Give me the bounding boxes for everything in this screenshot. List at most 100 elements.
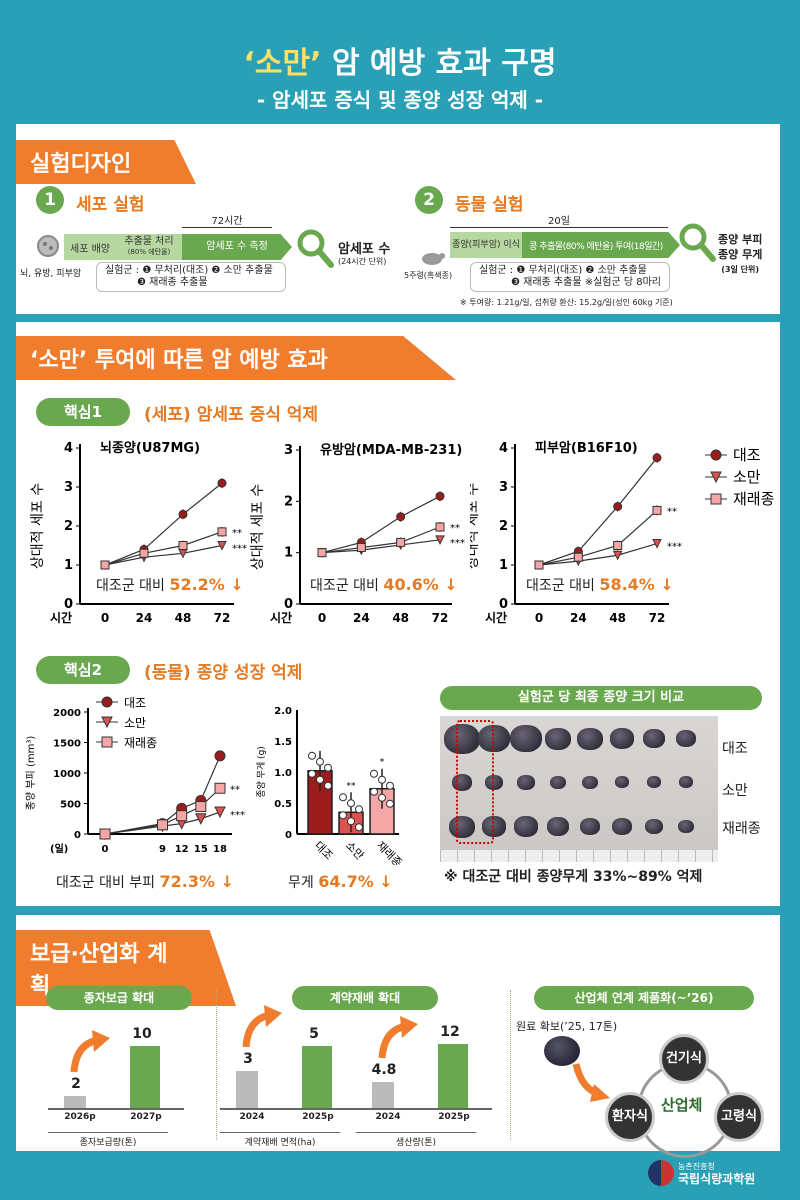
marker-native (534, 560, 544, 570)
x-tick-label: 48 (175, 611, 192, 625)
x-tick-label: 재래종 (374, 839, 405, 865)
divider (216, 990, 217, 1140)
y-axis-label: 상대적 세포 수 (250, 484, 266, 570)
mouse-icon (422, 253, 445, 265)
tumor-sample (517, 774, 535, 791)
step-treat-label: 추출물 처리 (124, 236, 174, 247)
chart-title: 피부암(B16F10) (535, 440, 638, 456)
key1-pill: 핵심1 (36, 398, 130, 426)
legend-label: 재래종 (733, 490, 774, 508)
y-tick-label: 2000 (53, 708, 81, 719)
cell-result: 암세포 수 (338, 242, 391, 257)
data-point (386, 781, 394, 790)
animal-exp-title: 동물 실험 (455, 195, 524, 215)
divider (510, 990, 511, 1140)
summary-pct: 64.7% ↓ (318, 872, 393, 891)
data-point (347, 799, 355, 808)
significance: *** (232, 544, 247, 555)
bar-label: 2024 (375, 1112, 401, 1122)
x-tick-label: 24 (570, 611, 587, 625)
legend-label: 소만 (124, 716, 146, 730)
animal-result: 종양 부피 종양 무게 (3일 단위) (718, 232, 762, 277)
tumor-sample (514, 816, 538, 837)
x-axis-label: 시간 (270, 610, 292, 625)
marker-soman (214, 806, 226, 819)
summary-label: 대조군 대비 (96, 578, 165, 594)
industry-center: 산업체 (661, 1096, 703, 1114)
step-measure: 암세포 수 측정 (182, 234, 292, 260)
data-point (370, 787, 378, 796)
cell-flow: 세포 배양 추출물 처리 (80% 에탄올) 암세포 수 측정 (64, 234, 292, 260)
significance: ** (667, 506, 677, 517)
y-tick-label: 1.5 (274, 737, 292, 748)
contract-pill: 계약재배 확대 (292, 986, 438, 1010)
y-tick-label: 0.5 (274, 799, 292, 810)
y-tick-label: 3 (499, 480, 508, 495)
x-tick-label: 소만 (343, 839, 367, 863)
org-name-2: 국립식량과학원 (678, 1172, 756, 1186)
marker-native (652, 505, 662, 515)
x-tick-label: 18 (213, 844, 227, 855)
photo-row-soman: 소만 (722, 783, 748, 799)
summary-pct: 52.2% ↓ (169, 575, 244, 594)
cell-groups-1: 실험군 : ❶ 무처리(대조) ❷ 소만 추출물 (105, 265, 273, 276)
bar-label: 2027p (130, 1112, 162, 1122)
series-line-대조 (321, 495, 441, 554)
tumor-sample (679, 776, 693, 789)
y-axis-label: 종양 부피 (mm³) (25, 736, 37, 811)
tumor-sample (550, 775, 566, 790)
x-tick-label: 15 (194, 844, 208, 855)
y-axis-label: 상대적 세포 수 (30, 483, 46, 569)
photo-title: 실험군 당 최종 종양 크기 비교 (440, 686, 762, 710)
industry-item-patient: 환자식 (605, 1092, 655, 1142)
animal-result-1: 종양 부피 (718, 233, 763, 246)
x-tick-label: 0 (101, 611, 109, 625)
marker-control (652, 453, 662, 463)
marker-native (100, 560, 110, 570)
animal-groups-2: ❸ 재래종 추출물 ※실험군 당 8마리 (511, 277, 661, 288)
legend-label: 재래종 (124, 736, 157, 750)
marker-native (99, 828, 111, 840)
marker-control (217, 478, 227, 488)
data-point (378, 775, 386, 784)
marker-soman (710, 471, 722, 484)
series-line-소만 (104, 544, 223, 566)
summary-pct: 40.6% ↓ (383, 575, 458, 594)
marker-control (435, 491, 445, 501)
x-tick-label: 12 (175, 844, 189, 855)
data-point (386, 799, 394, 808)
x-tick-label: 0 (102, 844, 109, 855)
x-tick-label: 48 (609, 611, 626, 625)
design-ribbon: 실험디자인 (16, 140, 196, 184)
marker-control (178, 509, 188, 519)
marker-soman (217, 541, 227, 551)
cell-duration: 72시간 (182, 212, 272, 228)
cell-result-sub: (24시간 단위) (338, 257, 387, 266)
bar-prod-2024 (372, 1082, 394, 1108)
bar-value: 10 (132, 1025, 152, 1042)
x-tick-label: 9 (159, 844, 166, 855)
marker-native (613, 541, 623, 550)
legend-label: 대조 (733, 446, 761, 464)
x-tick-label: 72 (214, 611, 231, 625)
step-administer: 콩 추출물(80% 에탄올) 투여(18일간) (529, 241, 663, 252)
marker-soman (101, 716, 113, 729)
step-treat: 추출물 처리 (80% 에탄올) (116, 237, 182, 257)
y-tick-label: 0 (74, 830, 81, 841)
chart-title: 유방암(MDA-MB-231) (320, 442, 462, 458)
tumor-sample (545, 727, 571, 750)
x-tick-label: 대조 (312, 839, 336, 863)
data-point (316, 775, 324, 784)
cell-summary-3: 대조군 대비 58.4% ↓ (526, 575, 674, 595)
y-tick-label: 1 (284, 546, 293, 561)
significance: * (380, 758, 385, 768)
tumor-sample (482, 816, 506, 837)
marker-control (710, 449, 722, 461)
bar-대조 (307, 770, 333, 835)
data-point (370, 769, 378, 778)
bar-value: 3 (243, 1050, 253, 1067)
marker-control (101, 696, 113, 708)
bar-area-2025p (302, 1045, 332, 1108)
animal-result-2: 종양 무게 (718, 248, 763, 261)
data-point (339, 811, 347, 820)
